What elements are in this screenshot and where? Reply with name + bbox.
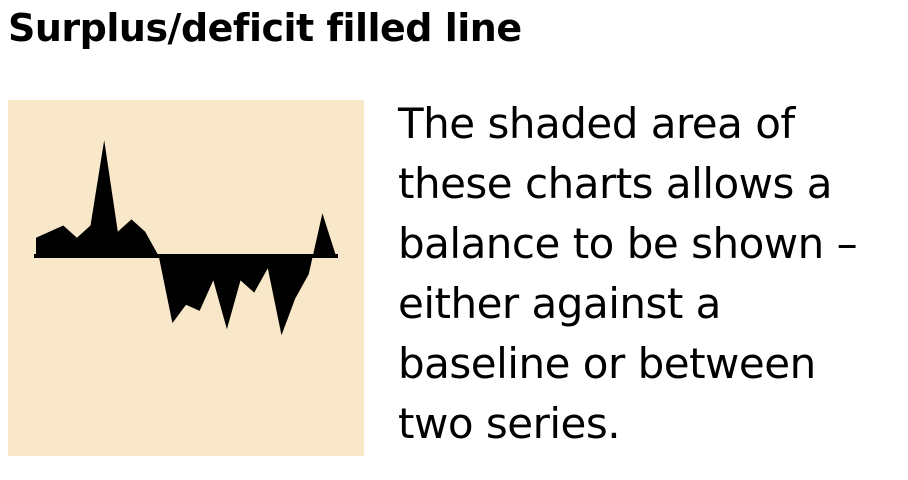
filled-area xyxy=(36,140,336,336)
description-line: The shaded area of xyxy=(398,99,795,148)
description-line: two series. xyxy=(398,399,621,448)
description-line: baseline or between xyxy=(398,339,816,388)
chart-thumbnail xyxy=(8,100,364,456)
surplus-deficit-chart xyxy=(34,140,338,336)
page-title: Surplus/deficit filled line xyxy=(8,6,522,50)
description-line: either against a xyxy=(398,279,721,328)
description-line: balance to be shown – xyxy=(398,219,858,268)
description-line: these charts allows a xyxy=(398,159,833,208)
description: The shaded area of these charts allows a… xyxy=(398,94,898,454)
